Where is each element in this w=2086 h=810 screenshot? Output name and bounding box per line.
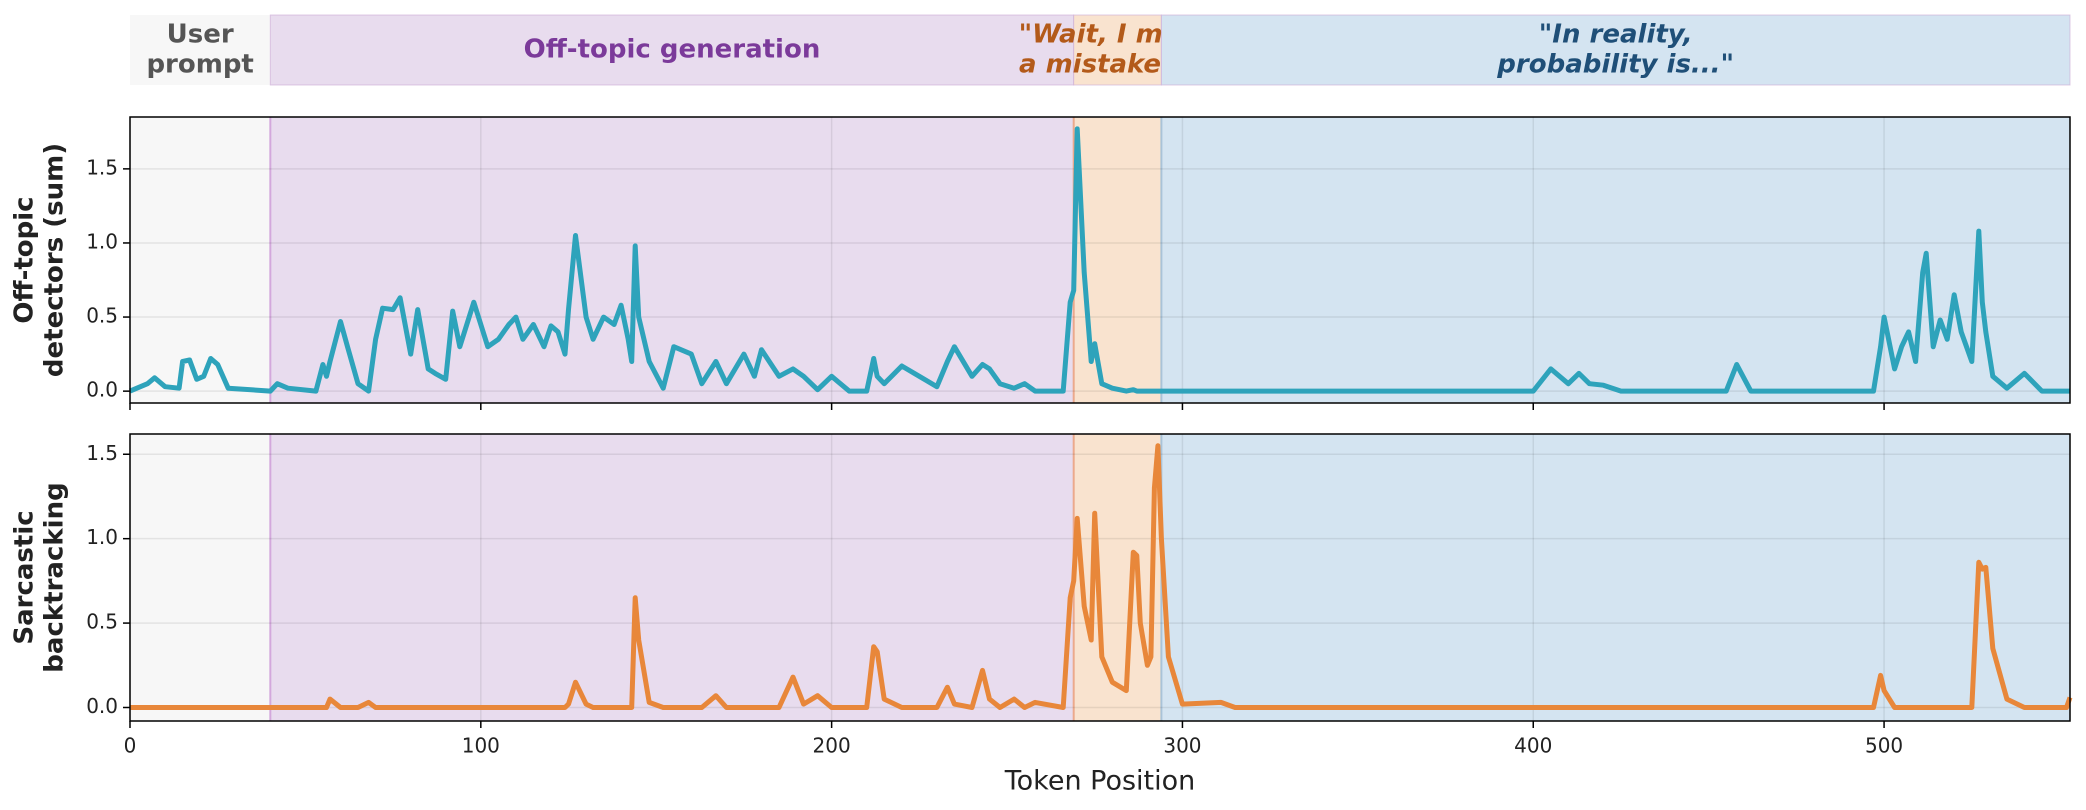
plot-frame <box>129 433 2071 722</box>
x-tick-label: 100 <box>462 734 500 758</box>
region-label: prompt <box>146 50 253 80</box>
series-line <box>130 443 2073 710</box>
region-label: Off-topic generation <box>524 35 821 65</box>
y-axis-label: detectors (sum) <box>40 143 70 377</box>
region-band <box>130 434 271 721</box>
y-axis-label: backtracking <box>40 482 70 672</box>
region-label: "In reality, <box>1539 20 1693 50</box>
x-tick-label: 400 <box>1514 734 1552 758</box>
plot-frame <box>129 116 2071 404</box>
x-axis-label: Token Position <box>1004 766 1196 797</box>
x-tick-label: 500 <box>1865 734 1903 758</box>
y-axis-label-group: Sarcastic backtracking <box>10 482 70 672</box>
region-band <box>1073 434 1162 721</box>
y-tick-label: 0.5 <box>86 610 118 634</box>
y-tick-label: 0.5 <box>86 304 118 328</box>
y-tick-label: 1.5 <box>86 441 118 465</box>
y-axis-label: Off-topic <box>10 196 40 323</box>
x-tick-label: 300 <box>1163 734 1201 758</box>
y-tick-label: 1.5 <box>86 155 118 179</box>
region-band <box>1161 117 2070 403</box>
header-region <box>1073 14 1162 86</box>
y-tick-label: 1.0 <box>86 229 118 253</box>
series-line <box>129 126 2070 394</box>
region-band <box>270 434 1074 721</box>
header-region <box>130 15 271 85</box>
header-region <box>1160 14 2071 86</box>
y-axis-label-group: Off-topic detectors (sum) <box>10 143 70 377</box>
y-tick-label: 0.0 <box>86 694 118 718</box>
y-tick-label: 1.0 <box>86 525 118 549</box>
x-tick-label: 0 <box>124 734 137 758</box>
region-band <box>1161 434 2070 721</box>
header-region <box>269 14 1075 86</box>
region-band <box>130 117 271 403</box>
y-tick-label: 0.0 <box>86 378 118 402</box>
region-band <box>1073 117 1162 403</box>
region-label: User <box>167 20 234 50</box>
x-tick-label: 200 <box>813 734 851 758</box>
y-axis-label: Sarcastic <box>10 510 40 644</box>
region-label: probability is..." <box>1496 50 1734 80</box>
